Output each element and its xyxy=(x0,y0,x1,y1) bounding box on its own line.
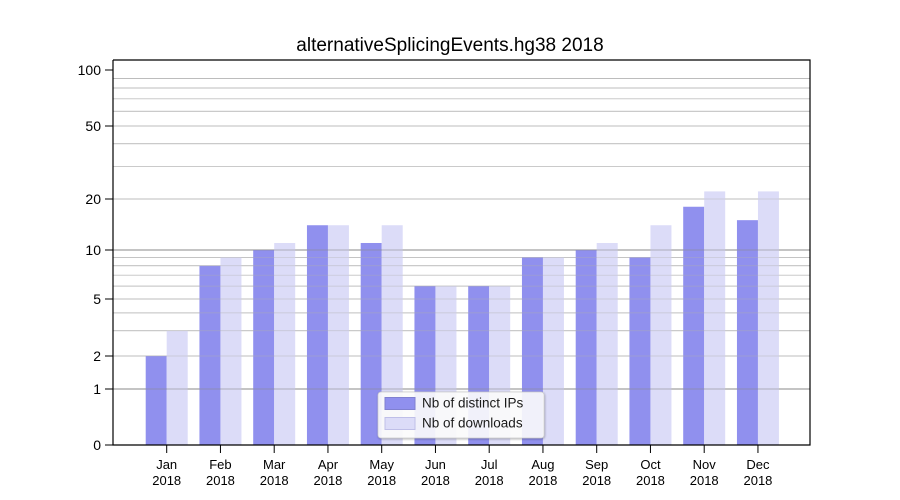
svg-text:2018: 2018 xyxy=(260,473,289,488)
svg-text:10: 10 xyxy=(85,242,101,258)
svg-text:2018: 2018 xyxy=(421,473,450,488)
svg-text:20: 20 xyxy=(85,191,101,207)
svg-text:50: 50 xyxy=(85,118,101,134)
svg-text:Feb: Feb xyxy=(209,457,231,472)
svg-text:100: 100 xyxy=(78,62,102,78)
svg-text:Jun: Jun xyxy=(425,457,446,472)
svg-text:Jul: Jul xyxy=(481,457,498,472)
svg-text:2018: 2018 xyxy=(636,473,665,488)
svg-text:2018: 2018 xyxy=(206,473,235,488)
svg-text:2018: 2018 xyxy=(690,473,719,488)
svg-text:Oct: Oct xyxy=(640,457,661,472)
svg-text:1: 1 xyxy=(93,381,101,397)
svg-text:2018: 2018 xyxy=(367,473,396,488)
svg-text:2018: 2018 xyxy=(152,473,181,488)
svg-text:Nb of downloads: Nb of downloads xyxy=(422,416,523,431)
svg-text:2018: 2018 xyxy=(743,473,772,488)
svg-text:2: 2 xyxy=(93,348,101,364)
svg-text:Apr: Apr xyxy=(318,457,339,472)
svg-text:Nov: Nov xyxy=(693,457,717,472)
svg-text:5: 5 xyxy=(93,291,101,307)
svg-text:Mar: Mar xyxy=(263,457,286,472)
svg-text:Nb of distinct IPs: Nb of distinct IPs xyxy=(422,396,524,411)
svg-text:alternativeSplicingEvents.hg38: alternativeSplicingEvents.hg38 2018 xyxy=(296,35,603,56)
svg-text:Aug: Aug xyxy=(531,457,554,472)
svg-text:May: May xyxy=(369,457,394,472)
svg-text:Dec: Dec xyxy=(746,457,770,472)
svg-text:Jan: Jan xyxy=(156,457,177,472)
svg-text:2018: 2018 xyxy=(475,473,504,488)
svg-text:2018: 2018 xyxy=(528,473,557,488)
svg-text:Sep: Sep xyxy=(585,457,608,472)
svg-text:2018: 2018 xyxy=(582,473,611,488)
svg-text:0: 0 xyxy=(93,437,101,453)
svg-text:2018: 2018 xyxy=(313,473,342,488)
